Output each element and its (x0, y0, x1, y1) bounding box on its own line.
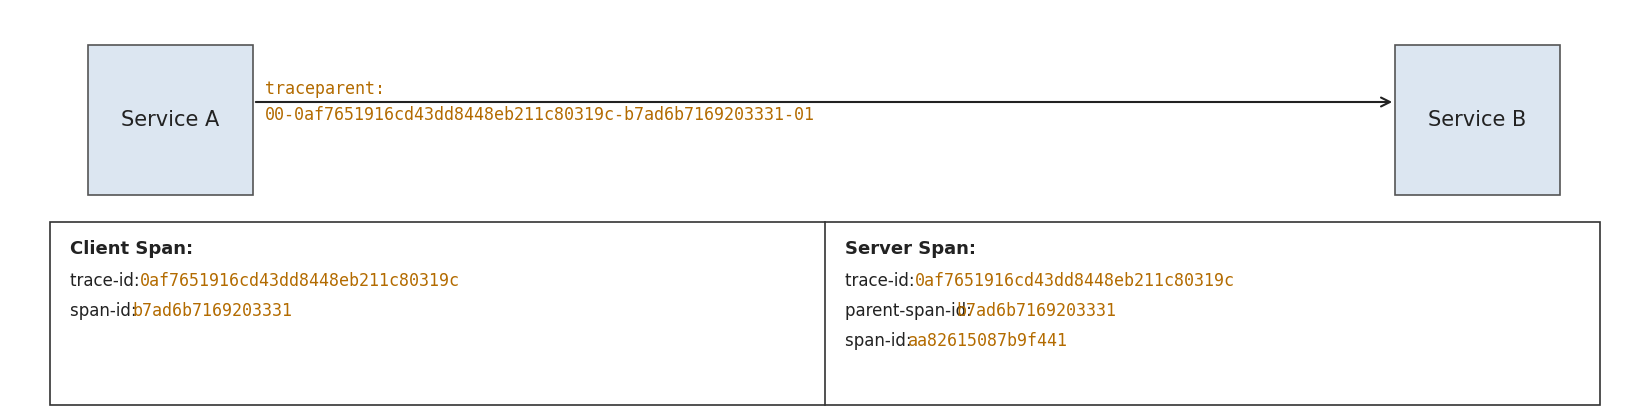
Text: span-id:: span-id: (69, 302, 142, 320)
Text: Service B: Service B (1429, 110, 1526, 130)
Text: b7ad6b7169203331: b7ad6b7169203331 (957, 302, 1117, 320)
Text: b7ad6b7169203331: b7ad6b7169203331 (132, 302, 292, 320)
Text: 0af7651916cd43dd8448eb211c80319c: 0af7651916cd43dd8448eb211c80319c (914, 272, 1234, 290)
Text: trace-id:: trace-id: (845, 272, 921, 290)
FancyBboxPatch shape (50, 222, 1600, 405)
Text: 00-0af7651916cd43dd8448eb211c80319c-b7ad6b7169203331-01: 00-0af7651916cd43dd8448eb211c80319c-b7ad… (266, 106, 815, 124)
Text: aa82615087b9f441: aa82615087b9f441 (908, 332, 1068, 350)
Text: parent-span-id:: parent-span-id: (845, 302, 977, 320)
Text: Service A: Service A (122, 110, 219, 130)
FancyBboxPatch shape (87, 45, 252, 195)
Text: traceparent:: traceparent: (266, 80, 384, 98)
Text: trace-id:: trace-id: (69, 272, 145, 290)
Text: span-id:: span-id: (845, 332, 917, 350)
Text: Server Span:: Server Span: (845, 240, 977, 258)
Text: 0af7651916cd43dd8448eb211c80319c: 0af7651916cd43dd8448eb211c80319c (140, 272, 460, 290)
FancyBboxPatch shape (1394, 45, 1559, 195)
Text: Client Span:: Client Span: (69, 240, 193, 258)
